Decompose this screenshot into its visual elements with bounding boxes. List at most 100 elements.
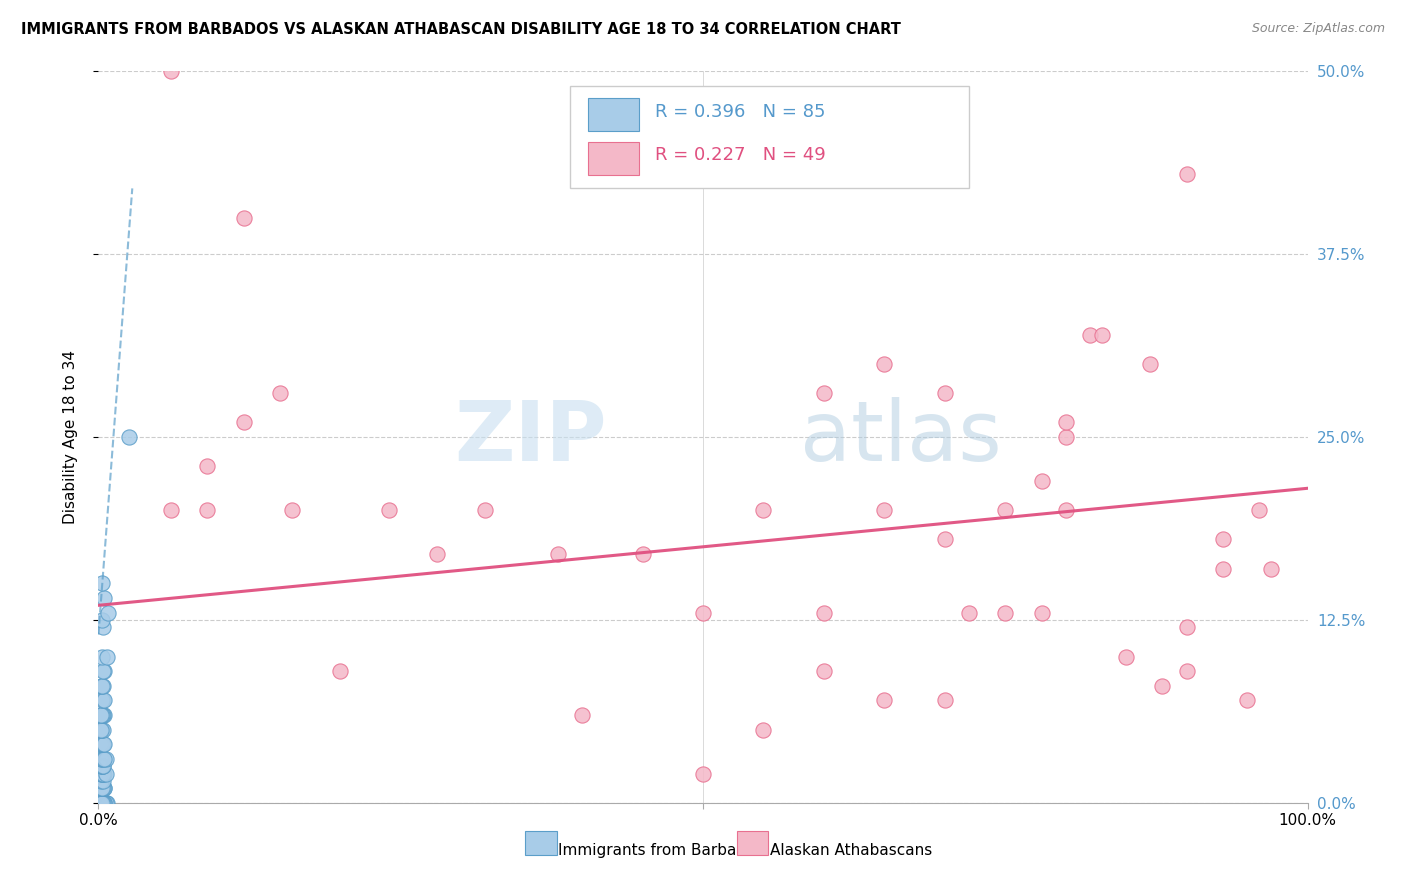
Point: [90, 723, 112, 737]
Point: [118, 430, 141, 444]
Point: [91, 737, 114, 751]
Point: [91, 693, 114, 707]
Point: [90, 773, 112, 788]
Point: [1115, 649, 1137, 664]
Point: [90, 796, 112, 810]
Point: [1054, 416, 1077, 430]
Point: [813, 606, 835, 620]
Text: Immigrants from Barbados: Immigrants from Barbados: [558, 843, 763, 858]
Point: [1054, 430, 1077, 444]
Point: [752, 503, 775, 517]
Point: [91, 781, 114, 796]
Point: [91, 723, 114, 737]
Point: [91, 759, 114, 773]
Point: [93, 781, 115, 796]
Point: [474, 503, 496, 517]
Point: [90, 708, 112, 723]
Point: [1139, 357, 1161, 371]
Point: [90, 796, 112, 810]
Point: [91, 679, 114, 693]
Point: [91, 796, 114, 810]
Point: [93, 796, 115, 810]
Point: [93, 693, 115, 707]
Point: [93, 752, 115, 766]
Point: [813, 664, 835, 678]
Point: [994, 606, 1017, 620]
Point: [91, 620, 114, 634]
Point: [91, 766, 114, 780]
Point: [96, 796, 118, 810]
Point: [90, 781, 112, 796]
Point: [91, 796, 114, 810]
Point: [752, 723, 775, 737]
Point: [91, 708, 114, 723]
Point: [934, 533, 956, 547]
Point: [232, 211, 254, 225]
Point: [90, 752, 112, 766]
Point: [1236, 693, 1258, 707]
Point: [91, 796, 114, 810]
Point: [571, 708, 593, 723]
Point: [426, 547, 449, 561]
FancyBboxPatch shape: [569, 86, 969, 188]
Point: [934, 386, 956, 401]
Point: [269, 386, 291, 401]
FancyBboxPatch shape: [737, 830, 768, 855]
Point: [91, 796, 114, 810]
Point: [1249, 503, 1271, 517]
Point: [1078, 327, 1101, 342]
Point: [94, 766, 117, 780]
Point: [91, 796, 114, 810]
Point: [91, 781, 114, 796]
Point: [195, 503, 218, 517]
Point: [91, 796, 114, 810]
Y-axis label: Disability Age 18 to 34: Disability Age 18 to 34: [63, 350, 77, 524]
Text: Alaskan Athabascans: Alaskan Athabascans: [769, 843, 932, 858]
Point: [93, 766, 115, 780]
Point: [873, 693, 896, 707]
Point: [91, 773, 114, 788]
Point: [377, 503, 399, 517]
FancyBboxPatch shape: [526, 830, 557, 855]
Point: [91, 796, 114, 810]
Point: [93, 737, 115, 751]
Point: [90, 679, 112, 693]
Point: [1091, 327, 1114, 342]
Point: [93, 664, 115, 678]
Point: [96, 649, 118, 664]
Point: [91, 723, 114, 737]
Point: [692, 766, 714, 780]
Point: [91, 766, 114, 780]
Point: [91, 737, 114, 751]
Point: [329, 664, 352, 678]
Point: [91, 781, 114, 796]
Point: [91, 766, 114, 780]
Text: R = 0.227   N = 49: R = 0.227 N = 49: [655, 146, 825, 164]
Point: [90, 737, 112, 751]
Point: [1031, 606, 1053, 620]
Point: [93, 796, 115, 810]
Point: [547, 547, 569, 561]
Point: [91, 796, 114, 810]
Point: [1175, 620, 1198, 634]
Point: [91, 759, 114, 773]
Point: [91, 759, 114, 773]
Text: IMMIGRANTS FROM BARBADOS VS ALASKAN ATHABASCAN DISABILITY AGE 18 TO 34 CORRELATI: IMMIGRANTS FROM BARBADOS VS ALASKAN ATHA…: [21, 22, 901, 37]
Point: [91, 759, 114, 773]
Point: [91, 693, 114, 707]
Point: [934, 693, 956, 707]
Point: [91, 737, 114, 751]
Point: [91, 796, 114, 810]
Point: [195, 459, 218, 474]
Point: [91, 796, 114, 810]
Point: [994, 503, 1017, 517]
Point: [91, 576, 114, 591]
Point: [94, 796, 117, 810]
Point: [91, 752, 114, 766]
Point: [91, 796, 114, 810]
Point: [93, 708, 115, 723]
Point: [91, 796, 114, 810]
Point: [91, 796, 114, 810]
Point: [631, 547, 654, 561]
Text: R = 0.396   N = 85: R = 0.396 N = 85: [655, 103, 825, 120]
